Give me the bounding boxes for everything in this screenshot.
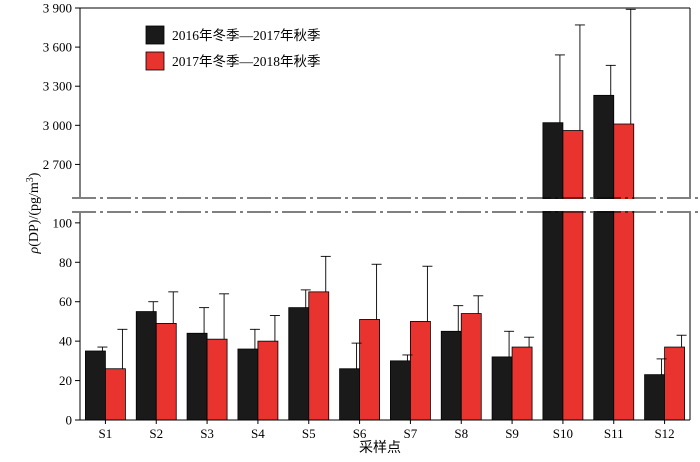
x-tick-label-s10: S10: [553, 426, 573, 441]
y-tick-label-lower-60: 60: [59, 294, 72, 309]
y-tick-label-lower-20: 20: [59, 373, 72, 388]
bar-s8-series-2: [460, 313, 482, 421]
legend-swatch-series-2: [145, 51, 165, 71]
y-tick-label-upper-3000: 3 000: [43, 118, 72, 133]
bar-s11-series-2: [613, 123, 635, 421]
x-tick-label-s5: S5: [302, 426, 316, 441]
x-tick-label-s12: S12: [654, 426, 674, 441]
bar-s9-series-1: [491, 356, 513, 421]
y-tick-label-upper-2700: 2 700: [43, 157, 72, 172]
x-tick-label-s3: S3: [200, 426, 214, 441]
x-tick-label-s7: S7: [404, 426, 418, 441]
y-axis-title-sup: 3: [25, 177, 36, 182]
legend: 2016年冬季—2017年秋季 2017年冬季—2018年秋季: [145, 25, 321, 71]
bar-s7-series-1: [390, 360, 411, 421]
y-tick-label-lower-80: 80: [59, 255, 72, 270]
x-tick-label-s11: S11: [604, 426, 624, 441]
y-tick-label-upper-3300: 3 300: [43, 79, 72, 94]
bar-s6-series-1: [339, 368, 360, 421]
axis-break-layer: [72, 197, 698, 213]
y-axis-title: ρ(DP)/(pg/m3): [25, 172, 42, 254]
bar-s5-series-1: [288, 307, 310, 421]
error-bars-layer: [97, 8, 687, 375]
y-axis-title-main: (DP)/(pg/m: [27, 182, 42, 247]
bar-s3-series-2: [206, 338, 228, 421]
x-tick-label-s6: S6: [353, 426, 367, 441]
bar-s12-series-2: [664, 346, 685, 421]
bar-s6-series-2: [359, 319, 380, 421]
bar-s12-series-1: [644, 374, 665, 421]
ticks-layer: 0 20 40 60 80 100 2 700 3 000 3 300 3 600 3 900 S1 S…: [43, 1, 675, 442]
x-tick-label-s4: S4: [251, 426, 265, 441]
legend-label-series-2: 2017年冬季—2018年秋季: [172, 54, 321, 69]
bar-s8-series-1: [440, 330, 462, 421]
legend-swatch-series-1: [145, 25, 165, 45]
bar-s10-series-2: [562, 130, 584, 421]
y-tick-label-upper-3900: 3 900: [43, 1, 72, 16]
x-tick-label-s8: S8: [454, 426, 468, 441]
x-tick-label-s2: S2: [149, 426, 163, 441]
bar-s1-series-2: [105, 368, 126, 421]
axes-frame: [79, 7, 691, 421]
axis-break-band: [74, 199, 696, 211]
bar-s4-series-1: [237, 348, 259, 421]
y-axis-title-close: ): [27, 172, 42, 177]
bar-s10-series-1: [542, 122, 564, 421]
bar-s2-series-1: [135, 311, 157, 421]
bar-s4-series-2: [257, 340, 279, 421]
bar-s3-series-1: [186, 332, 208, 421]
bar-s7-series-2: [410, 321, 431, 421]
legend-label-series-1: 2016年冬季—2017年秋季: [172, 28, 321, 43]
bar-s11-series-1: [593, 94, 615, 421]
x-axis-title: 采样点: [359, 440, 401, 456]
y-tick-label-lower-40: 40: [59, 334, 72, 349]
y-axis-title-rho: ρ: [27, 246, 42, 254]
y-tick-label-lower-100: 100: [53, 215, 73, 230]
y-tick-label-upper-3600: 3 600: [43, 40, 72, 55]
bar-s2-series-2: [155, 322, 177, 421]
x-tick-label-s9: S9: [505, 426, 519, 441]
x-tick-label-s1: S1: [99, 426, 113, 441]
bars-layer: [85, 94, 685, 421]
bar-s9-series-2: [511, 346, 533, 421]
y-tick-label-lower-0: 0: [66, 413, 73, 428]
bar-s5-series-2: [308, 291, 330, 421]
bar-s1-series-1: [85, 350, 106, 421]
